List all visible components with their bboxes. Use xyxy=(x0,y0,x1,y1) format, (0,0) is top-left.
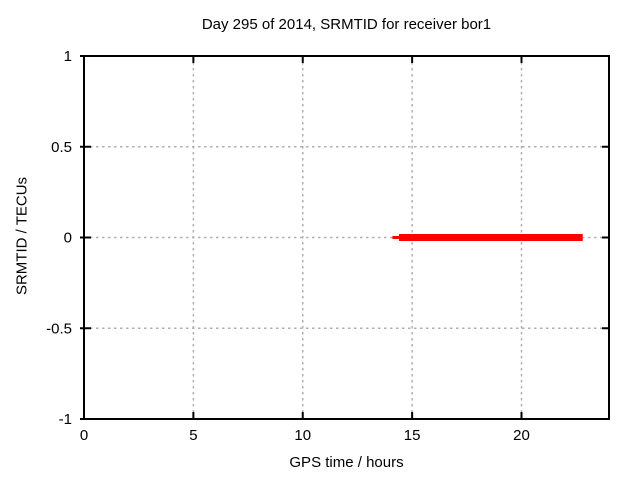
y-tick-label: 0 xyxy=(64,230,72,247)
x-tick-label: 5 xyxy=(189,427,197,444)
y-tick-label: 0.5 xyxy=(51,139,72,156)
x-tick-label: 10 xyxy=(294,427,311,444)
x-tick-label: 15 xyxy=(404,427,421,444)
chart-title: Day 295 of 2014, SRMTID for receiver bor… xyxy=(201,16,492,33)
x-tick-label: 0 xyxy=(80,427,88,444)
y-tick-label: -0.5 xyxy=(46,320,72,337)
y-tick-label: 1 xyxy=(64,48,72,65)
x-axis-label: GPS time / hours xyxy=(289,454,404,471)
y-tick-label: -1 xyxy=(59,411,72,428)
x-tick-label: 20 xyxy=(513,427,530,444)
